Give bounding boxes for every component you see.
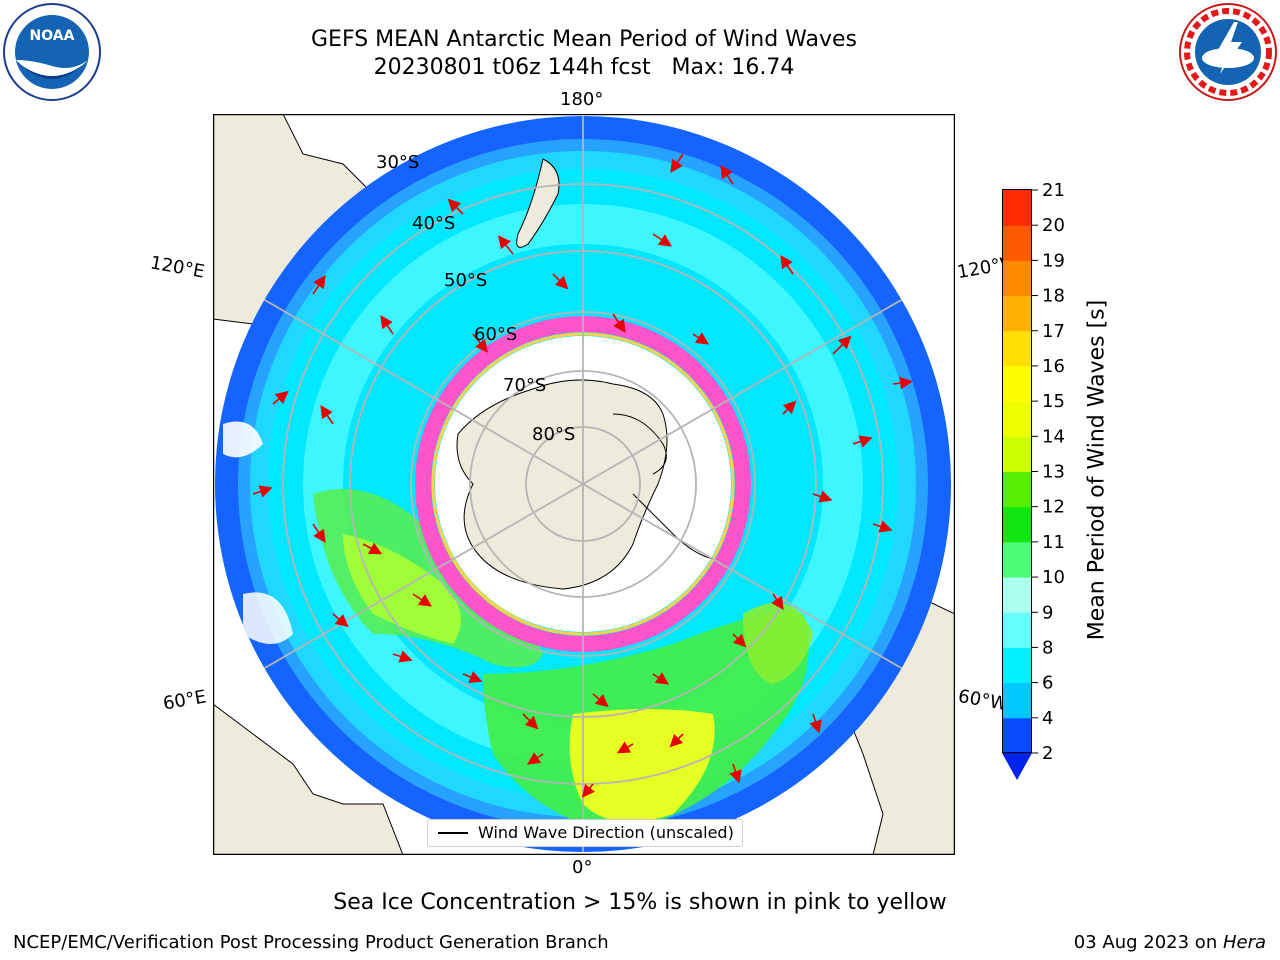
lat-label-40s: 40°S bbox=[412, 213, 456, 234]
colorbar-segment bbox=[1003, 190, 1032, 226]
colorbar-segment bbox=[1003, 225, 1032, 261]
lat-label-80s: 80°S bbox=[532, 424, 576, 445]
colorbar-tick-label: 10 bbox=[1042, 567, 1065, 588]
lon-label-60e: 60°E bbox=[161, 686, 208, 715]
legend-line-swatch bbox=[438, 832, 468, 834]
colorbar-segment bbox=[1003, 647, 1032, 684]
lat-label-60s: 60°S bbox=[474, 324, 518, 345]
map-legend: Wind Wave Direction (unscaled) bbox=[427, 819, 743, 847]
colorbar-tick-label: 19 bbox=[1042, 250, 1065, 271]
colorbar-segment bbox=[1003, 295, 1032, 332]
colorbar-tick-label: 21 bbox=[1042, 182, 1065, 201]
wind-wave-arrows bbox=[252, 153, 913, 798]
colorbar: 2 4 6 8 9 10 11 12 13 14 15 16 17 18 19 20 21 bbox=[1002, 182, 1065, 780]
footer-left: NCEP/EMC/Verification Post Processing Pr… bbox=[13, 932, 609, 953]
new-zealand-land bbox=[516, 158, 560, 248]
colorbar-segment bbox=[1003, 365, 1032, 402]
colorbar-segment bbox=[1003, 436, 1032, 472]
lon-label-180: 180° bbox=[560, 89, 604, 110]
colorbar-tick-label: 17 bbox=[1042, 321, 1065, 342]
colorbar-under-extension bbox=[1002, 753, 1032, 780]
colorbar-tick-label: 13 bbox=[1042, 462, 1065, 483]
colorbar-segment bbox=[1003, 717, 1032, 754]
colorbar-tick-label: 4 bbox=[1042, 708, 1053, 729]
colorbar-segment bbox=[1003, 541, 1032, 578]
colorbar-tick-label: 9 bbox=[1042, 602, 1053, 623]
noaa-logo-text: NOAA bbox=[30, 28, 75, 44]
colorbar-tick-label: 2 bbox=[1042, 743, 1053, 764]
colorbar-segment bbox=[1003, 682, 1032, 719]
lat-label-70s: 70°S bbox=[503, 375, 547, 396]
lon-label-120e: 120°E bbox=[148, 252, 207, 283]
colorbar-tick-label: 14 bbox=[1042, 426, 1065, 447]
colorbar-label: Mean Period of Wind Waves [s] bbox=[1084, 299, 1110, 641]
chart-title-line1: GEFS MEAN Antarctic Mean Period of Wind … bbox=[311, 27, 857, 52]
colorbar-segment bbox=[1003, 577, 1032, 613]
africa-land bbox=[213, 703, 404, 855]
colorbar-tick-label: 16 bbox=[1042, 356, 1065, 377]
legend-label: Wind Wave Direction (unscaled) bbox=[478, 823, 734, 842]
colorbar-tick-label: 11 bbox=[1042, 532, 1065, 553]
polar-map bbox=[213, 114, 955, 855]
colorbar-segment bbox=[1003, 471, 1032, 508]
antarctica-land bbox=[456, 379, 668, 590]
sea-ice-note: Sea Ice Concentration > 15% is shown in … bbox=[333, 890, 947, 915]
footer-date: 03 Aug 2023 on bbox=[1073, 932, 1223, 953]
footer-machine: Hera bbox=[1222, 932, 1266, 953]
noaa-logo: NOAA bbox=[3, 3, 101, 101]
footer-right: 03 Aug 2023 on Hera bbox=[1074, 932, 1266, 953]
colorbar-tick-label: 12 bbox=[1042, 497, 1065, 518]
colorbar-segment bbox=[1003, 401, 1032, 437]
colorbar-segment bbox=[1003, 260, 1032, 297]
colorbar-segment bbox=[1003, 330, 1032, 367]
colorbar-tick-label: 18 bbox=[1042, 286, 1065, 307]
colorbar-tick-label: 15 bbox=[1042, 391, 1065, 412]
colorbar-tick-label: 8 bbox=[1042, 637, 1053, 658]
colorbar-tick-label: 20 bbox=[1042, 215, 1065, 236]
chart-title-line2: 20230801 t06z 144h fcst Max: 16.74 bbox=[373, 55, 795, 80]
lon-label-0: 0° bbox=[572, 857, 593, 878]
colorbar-tick-label: 6 bbox=[1042, 673, 1053, 694]
colorbar-segment bbox=[1003, 612, 1032, 648]
colorbar-segment bbox=[1003, 506, 1032, 543]
nws-logo bbox=[1179, 3, 1277, 101]
lat-label-30s: 30°S bbox=[376, 152, 420, 173]
lat-label-50s: 50°S bbox=[444, 270, 488, 291]
